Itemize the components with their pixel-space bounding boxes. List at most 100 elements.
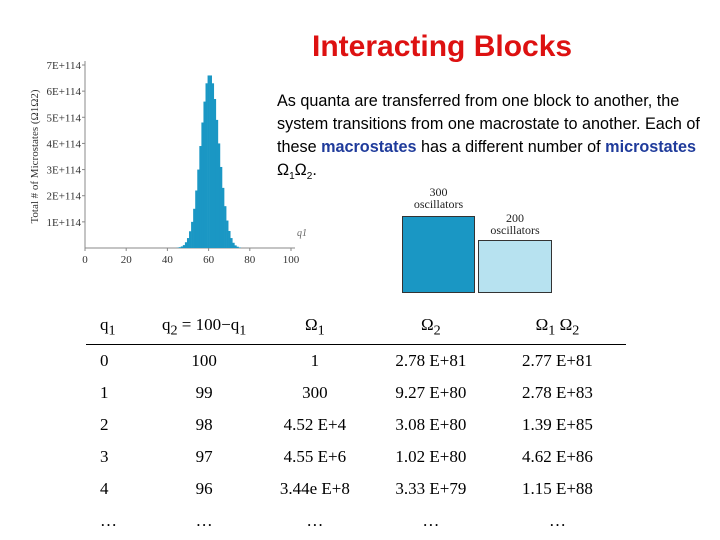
header-omega2: Ω2 <box>372 310 489 345</box>
table-row: 4 96 3.44e E+8 3.33 E+79 1.15 E+88 <box>86 473 626 505</box>
cell-omega-product: 4.62 E+86 <box>521 447 593 466</box>
histogram-bar <box>232 242 235 248</box>
cell-q1: … <box>100 511 117 530</box>
microstates-histogram: 1E+114 2E+114 3E+114 4E+114 5E+114 6E+114 7E+1… <box>29 60 307 266</box>
omega-subscript: 2 <box>306 171 313 183</box>
header-tail: Ω <box>555 314 573 334</box>
cell-omega-product: 1.39 E+85 <box>521 415 593 434</box>
omega-subscript: 1 <box>289 171 295 183</box>
header-tail: = 100−q <box>177 314 240 334</box>
cell-omega1: 3.44e E+8 <box>279 479 350 498</box>
histogram-bar <box>182 245 186 248</box>
small-block <box>478 240 552 293</box>
histogram-bar <box>221 187 225 248</box>
cell-q2: 96 <box>195 479 213 498</box>
cell-q1: 3 <box>100 447 109 466</box>
histogram-bar <box>189 231 192 248</box>
cell-q2: 98 <box>195 415 213 434</box>
cell-omega1: 4.52 E+4 <box>283 415 347 434</box>
big-block <box>402 216 475 293</box>
histogram-bar <box>203 101 206 248</box>
small-block-label: 200 oscillators <box>478 212 552 236</box>
x-tick-label: 80 <box>244 254 256 266</box>
cell-omega1: 4.55 E+6 <box>283 447 347 466</box>
big-block-unit: oscillators <box>413 197 464 211</box>
y-tick-label: 1E+114 <box>46 217 81 229</box>
header-symbol: q <box>161 314 171 334</box>
header-symbol: q <box>100 314 109 334</box>
histogram-bar <box>195 190 198 248</box>
table-row: … … … … … <box>86 505 626 537</box>
cell-q2: 100 <box>191 351 217 370</box>
description-part: As quanta are transferred from one block… <box>277 92 700 156</box>
header-sub: 1 <box>548 322 556 339</box>
cell-omega2: 3.08 E+80 <box>395 415 467 434</box>
cell-omega2: 9.27 E+80 <box>395 383 467 402</box>
histogram-bar <box>211 83 215 248</box>
x-tick-label: 20 <box>121 254 133 266</box>
header-sub: 1 <box>108 322 116 339</box>
cell-q2: 97 <box>195 447 213 466</box>
table-header-row: q1 q2 = 100−q1 Ω1 Ω2 Ω1 Ω2 <box>86 310 626 345</box>
histogram-bar <box>207 75 210 249</box>
histogram-bar <box>215 119 219 249</box>
description-part: Ω <box>294 161 307 179</box>
description-part: . <box>312 161 317 179</box>
header-tail-sub: 1 <box>239 322 247 339</box>
x-tick-label: 100 <box>283 254 300 266</box>
table-row: 3 97 4.55 E+6 1.02 E+80 4.62 E+86 <box>86 441 626 473</box>
cell-q2: 99 <box>195 383 213 402</box>
description-part: Ω <box>277 161 290 179</box>
histogram-bar <box>205 83 208 248</box>
cell-q2: … <box>195 511 213 530</box>
histogram-bar <box>236 246 239 248</box>
cell-q1: 0 <box>100 351 109 370</box>
cell-omega1: … <box>306 511 324 530</box>
histogram-bar <box>193 208 196 248</box>
y-tick-label: 7E+114 <box>46 60 81 72</box>
x-tick-label: 40 <box>162 254 174 266</box>
histogram-bar <box>186 238 190 248</box>
header-omega1: Ω1 <box>256 310 373 345</box>
y-tick-label: 3E+114 <box>46 165 81 177</box>
cell-omega2: 1.02 E+80 <box>395 447 467 466</box>
cell-omega1: 300 <box>302 383 328 402</box>
histogram-bar <box>184 242 188 248</box>
table-row: 2 98 4.52 E+4 3.08 E+80 1.39 E+85 <box>86 409 626 441</box>
histogram-bar <box>180 246 184 248</box>
header-sub: 1 <box>317 322 325 339</box>
microstates-table: q1 q2 = 100−q1 Ω1 Ω2 Ω1 Ω2 0 100 1 2.78 … <box>86 310 626 537</box>
header-omega-product: Ω1 Ω2 <box>488 310 626 345</box>
histogram-bar <box>178 247 182 248</box>
x-tick-label: 60 <box>203 254 215 266</box>
cell-omega2: 2.78 E+81 <box>395 351 467 370</box>
big-block-label: 300 oscillators <box>402 186 475 210</box>
histogram-bar <box>226 220 229 248</box>
x-axis-label: q1 <box>297 228 307 239</box>
description-part: has a different number of <box>416 138 606 156</box>
histogram-bar <box>219 166 223 248</box>
header-sub: 2 <box>433 322 441 339</box>
header-symbol: Ω <box>305 314 318 334</box>
cell-omega-product: 1.15 E+88 <box>521 479 593 498</box>
big-block-count: 300 <box>429 185 448 199</box>
header-tail-sub: 2 <box>572 322 580 339</box>
histogram-bar <box>238 247 241 248</box>
y-tick-label: 6E+114 <box>46 86 81 98</box>
histogram-bar <box>224 206 227 248</box>
header-symbol: Ω <box>421 314 434 334</box>
header-symbol: Ω <box>535 314 549 334</box>
header-q2: q2 = 100−q1 <box>151 310 257 345</box>
table-row: 0 100 1 2.78 E+81 2.77 E+81 <box>86 345 626 378</box>
small-block-count: 200 <box>506 211 524 225</box>
slide-title: Interacting Blocks <box>312 30 573 63</box>
keyword-macrostates: macrostates <box>321 138 417 156</box>
histogram-bar <box>209 75 212 249</box>
histogram-bar <box>197 169 200 248</box>
cell-q1: 2 <box>100 415 109 434</box>
histogram-bar <box>217 143 221 248</box>
histogram-bar <box>199 146 202 248</box>
y-tick-label: 2E+114 <box>46 191 81 203</box>
y-tick-label: 5E+114 <box>46 112 81 124</box>
cell-q1: 4 <box>100 479 109 498</box>
